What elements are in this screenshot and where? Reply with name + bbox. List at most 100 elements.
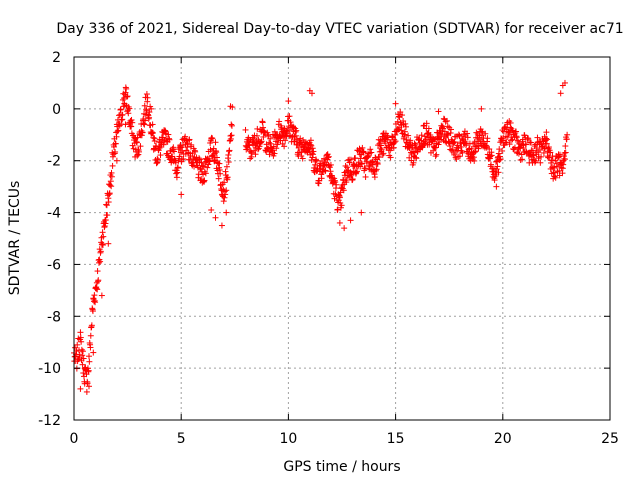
data-point: [394, 118, 401, 125]
data-point: [114, 128, 121, 135]
data-point: [561, 79, 568, 86]
data-point: [143, 91, 150, 98]
data-point: [293, 127, 300, 134]
data-point: [334, 206, 341, 213]
data-point: [120, 103, 127, 110]
data-point: [310, 148, 317, 155]
data-point: [410, 159, 417, 166]
data-point: [125, 110, 132, 117]
data-point: [79, 352, 86, 359]
data-point: [366, 163, 373, 170]
data-point: [445, 130, 452, 137]
data-point: [557, 90, 564, 97]
data-point: [464, 130, 471, 137]
data-point: [411, 140, 418, 147]
data-point: [146, 109, 153, 116]
data-point: [471, 139, 478, 146]
data-point: [487, 153, 494, 160]
data-point: [307, 137, 314, 144]
data-point: [545, 144, 552, 151]
data-point: [133, 139, 140, 146]
data-point: [320, 162, 327, 169]
data-point: [217, 170, 224, 177]
data-point: [197, 166, 204, 173]
data-point: [257, 139, 264, 146]
data-point: [162, 130, 169, 137]
data-point: [532, 158, 539, 165]
data-point: [205, 161, 212, 168]
data-point: [186, 136, 193, 143]
data-point: [424, 130, 431, 137]
data-point: [506, 141, 513, 148]
data-point: [347, 156, 354, 163]
data-point: [341, 225, 348, 232]
data-point: [153, 143, 160, 150]
data-point: [89, 308, 96, 315]
data-point: [179, 147, 186, 154]
data-point: [211, 158, 218, 165]
data-point: [142, 117, 149, 124]
data-point: [433, 151, 440, 158]
data-point: [503, 139, 510, 146]
x-tick-label: 15: [387, 431, 405, 447]
data-point: [228, 121, 235, 128]
data-point: [196, 156, 203, 163]
data-point: [368, 149, 375, 156]
x-tick-label: 0: [70, 431, 79, 447]
x-tick-label: 10: [279, 431, 297, 447]
data-point: [112, 148, 119, 155]
data-point: [299, 155, 306, 162]
data-point: [128, 123, 135, 130]
data-point: [215, 175, 222, 182]
data-point: [174, 164, 181, 171]
data-point: [220, 198, 227, 205]
x-tick-label: 25: [601, 431, 619, 447]
data-point: [137, 143, 144, 150]
data-point: [93, 285, 100, 292]
data-point: [222, 191, 229, 198]
data-point: [471, 149, 478, 156]
data-point: [223, 209, 230, 216]
data-point: [149, 121, 156, 128]
data-point: [392, 100, 399, 107]
data-point: [374, 161, 381, 168]
data-point: [134, 152, 141, 159]
data-point: [73, 348, 80, 355]
data-point: [246, 142, 253, 149]
data-point: [444, 123, 451, 130]
data-points: [71, 79, 571, 395]
data-point: [498, 135, 505, 142]
data-point: [561, 156, 568, 163]
data-point: [86, 353, 93, 360]
data-point: [122, 121, 129, 128]
data-point: [139, 129, 146, 136]
data-point: [255, 146, 262, 153]
data-point: [94, 286, 101, 293]
data-point: [336, 194, 343, 201]
data-point: [225, 151, 232, 158]
data-point: [523, 141, 530, 148]
data-point: [273, 145, 280, 152]
data-point: [109, 162, 116, 169]
data-point: [371, 174, 378, 181]
data-point: [286, 113, 293, 120]
data-point: [499, 147, 506, 154]
data-point: [86, 383, 93, 390]
data-point: [121, 95, 128, 102]
data-point: [86, 358, 93, 365]
y-tick-label: 0: [52, 102, 61, 118]
data-point: [78, 338, 85, 345]
data-point: [494, 163, 501, 170]
data-point: [308, 142, 315, 149]
data-point: [362, 165, 369, 172]
data-point: [184, 140, 191, 147]
data-point: [355, 159, 362, 166]
data-point: [113, 157, 120, 164]
data-point: [136, 148, 143, 155]
data-point: [111, 143, 118, 150]
data-point: [536, 147, 543, 154]
data-point: [358, 209, 365, 216]
y-tick-label: -10: [38, 361, 61, 377]
